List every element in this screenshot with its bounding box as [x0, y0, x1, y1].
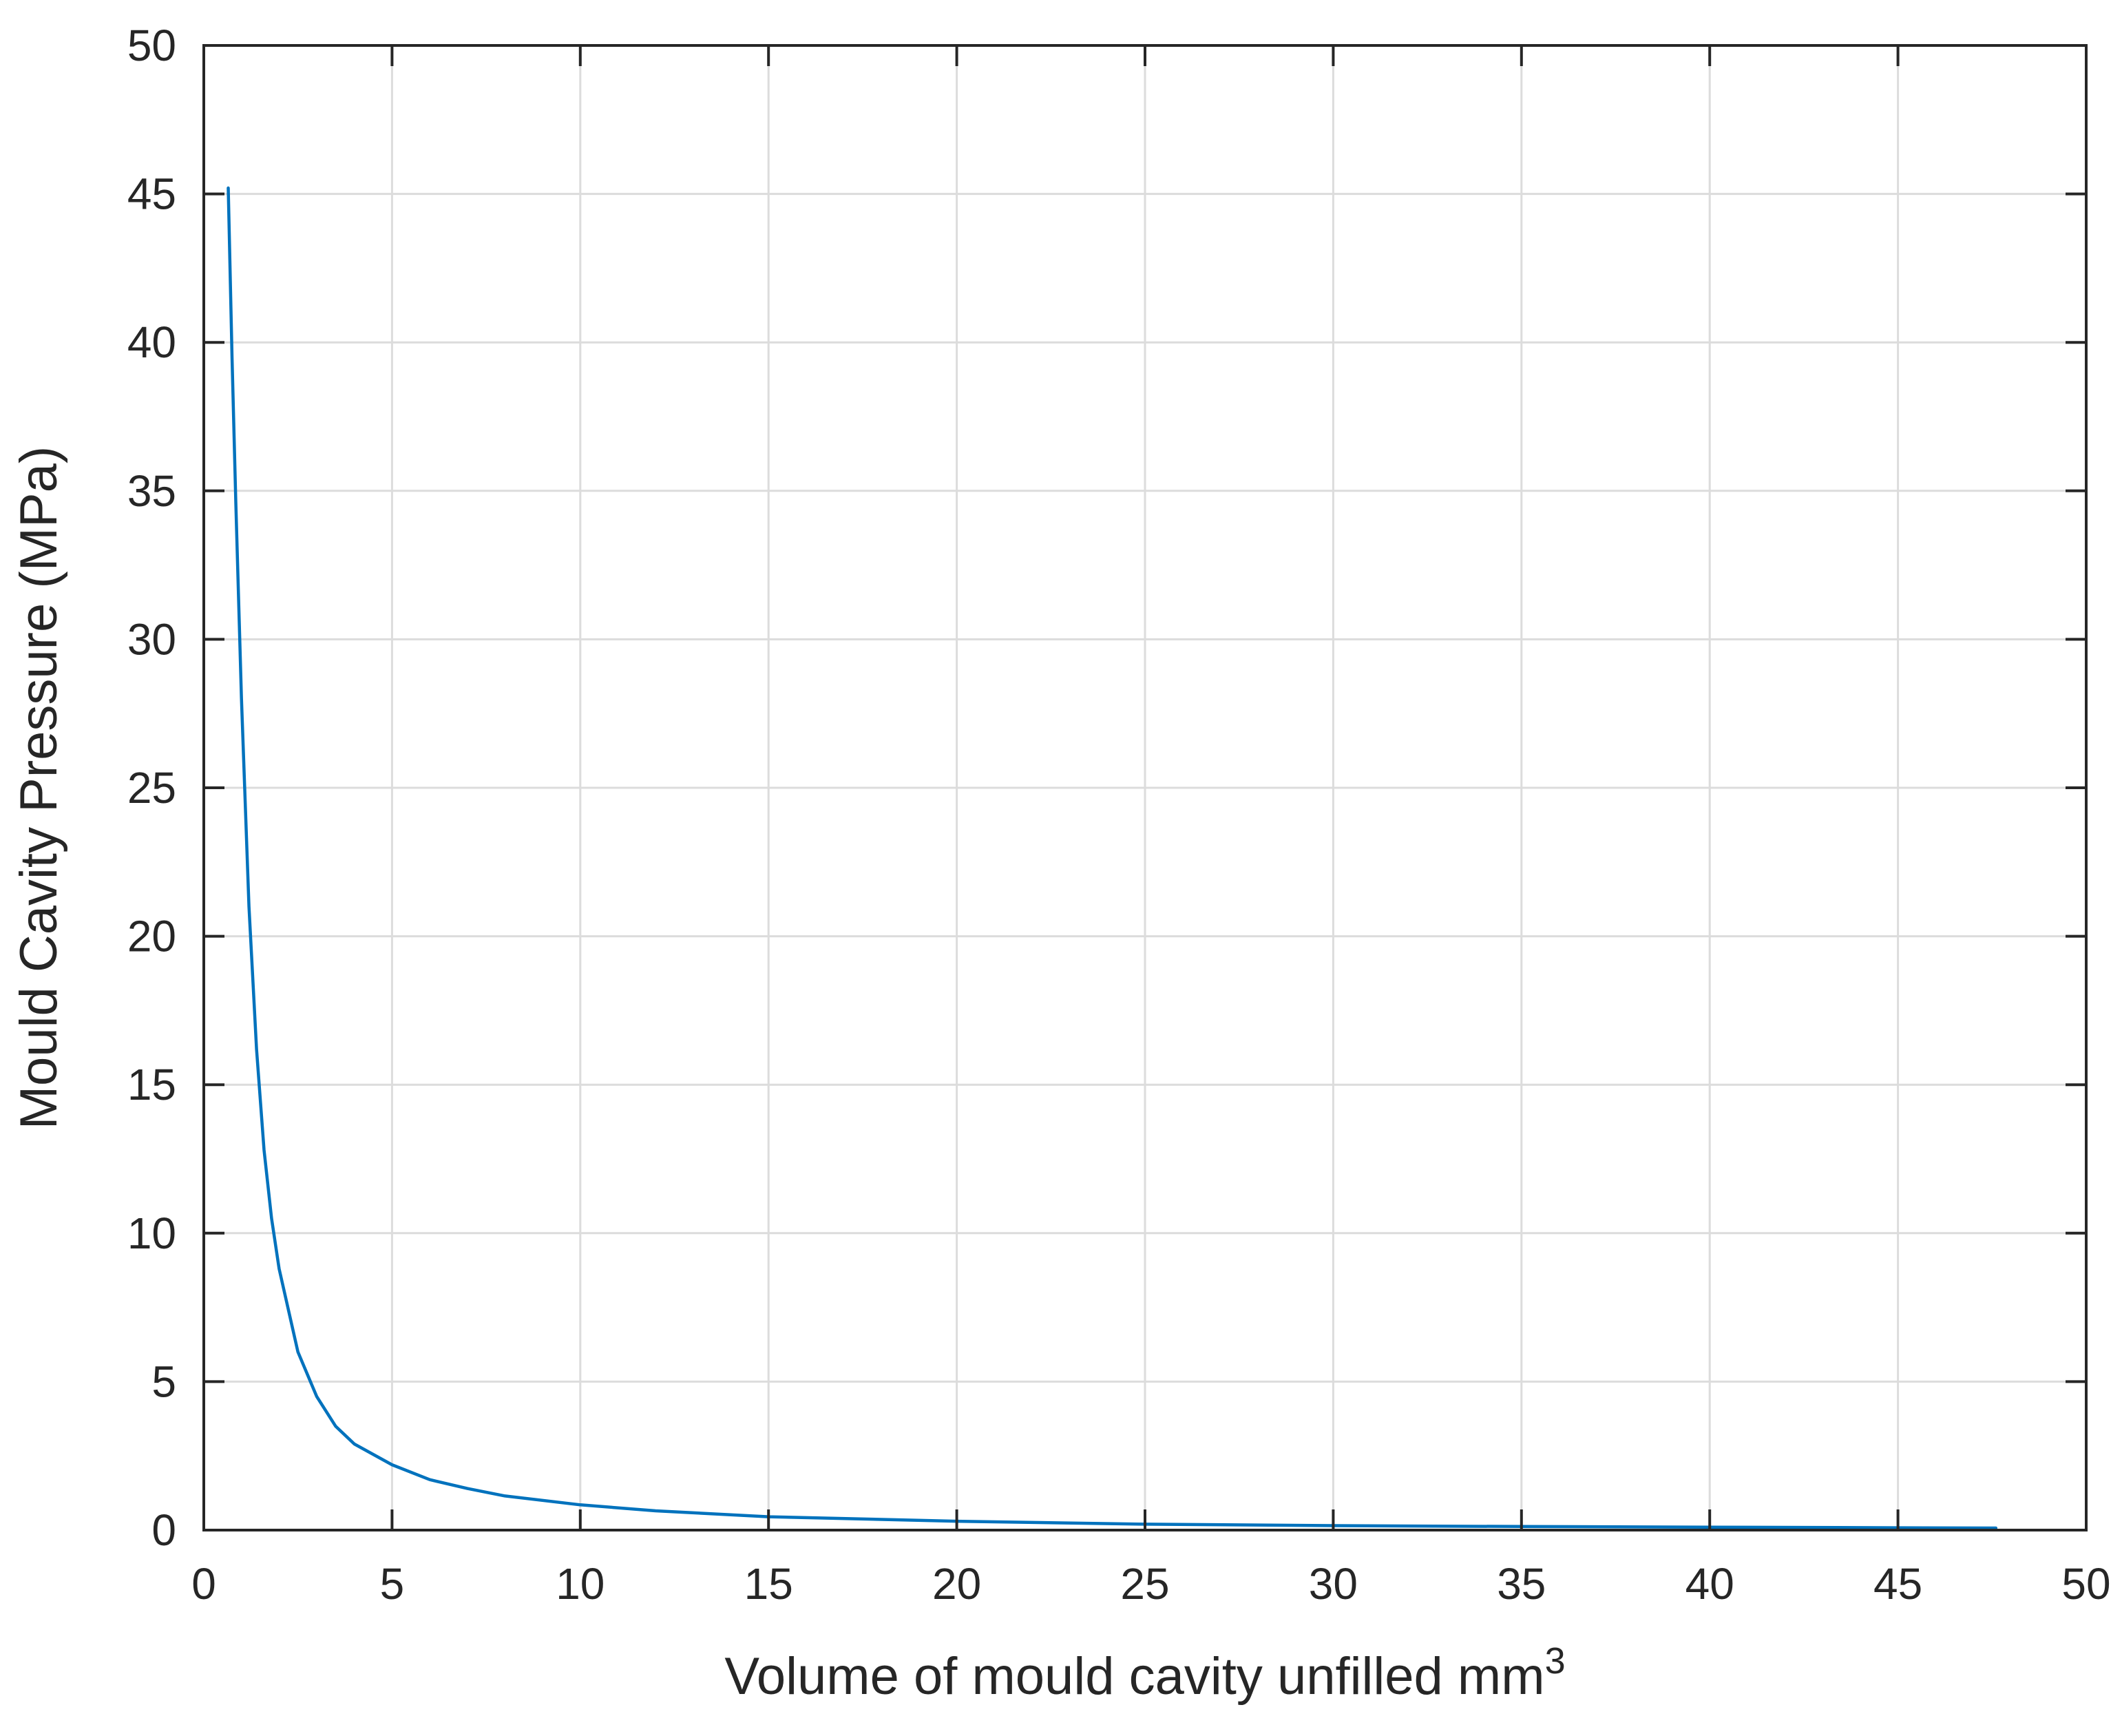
y-tick-label: 45 [127, 169, 176, 219]
x-axis-label: Volume of mould cavity unfilled mm3 [724, 1640, 1565, 1706]
x-tick-label: 35 [1497, 1559, 1546, 1609]
y-axis-label: Mould Cavity Pressure (MPa) [10, 446, 68, 1130]
x-tick-label: 40 [1685, 1559, 1734, 1609]
y-tick-label: 30 [127, 614, 176, 664]
y-tick-label: 50 [127, 21, 176, 70]
x-tick-label: 15 [744, 1559, 793, 1609]
y-tick-label: 10 [127, 1209, 176, 1258]
tick-marks [202, 44, 2088, 1531]
series-layer [227, 186, 1998, 1530]
y-tick-labels: 0 5 10 15 20 25 30 35 40 45 50 [127, 21, 176, 1555]
y-tick-label: 20 [127, 912, 176, 961]
y-tick-label: 5 [151, 1357, 176, 1406]
y-tick-label: 40 [127, 317, 176, 367]
x-tick-label: 0 [191, 1559, 216, 1609]
x-tick-label: 25 [1120, 1559, 1169, 1609]
series-line-0 [227, 186, 1998, 1530]
y-tick-label: 15 [127, 1060, 176, 1109]
x-tick-label: 50 [2061, 1559, 2110, 1609]
x-tick-label: 5 [380, 1559, 405, 1609]
x-axis-label-text: Volume of mould cavity unfilled mm [724, 1647, 1544, 1706]
x-tick-label: 20 [932, 1559, 981, 1609]
y-tick-label: 0 [151, 1505, 176, 1555]
x-axis-label-superscript: 3 [1545, 1640, 1566, 1682]
x-tick-label: 10 [556, 1559, 605, 1609]
x-tick-labels: 0 5 10 15 20 25 30 35 40 45 50 [191, 1559, 2110, 1609]
x-tick-label: 45 [1873, 1559, 1922, 1609]
y-tick-label: 25 [127, 763, 176, 813]
y-tick-label: 35 [127, 466, 176, 516]
x-tick-label: 30 [1309, 1559, 1358, 1609]
